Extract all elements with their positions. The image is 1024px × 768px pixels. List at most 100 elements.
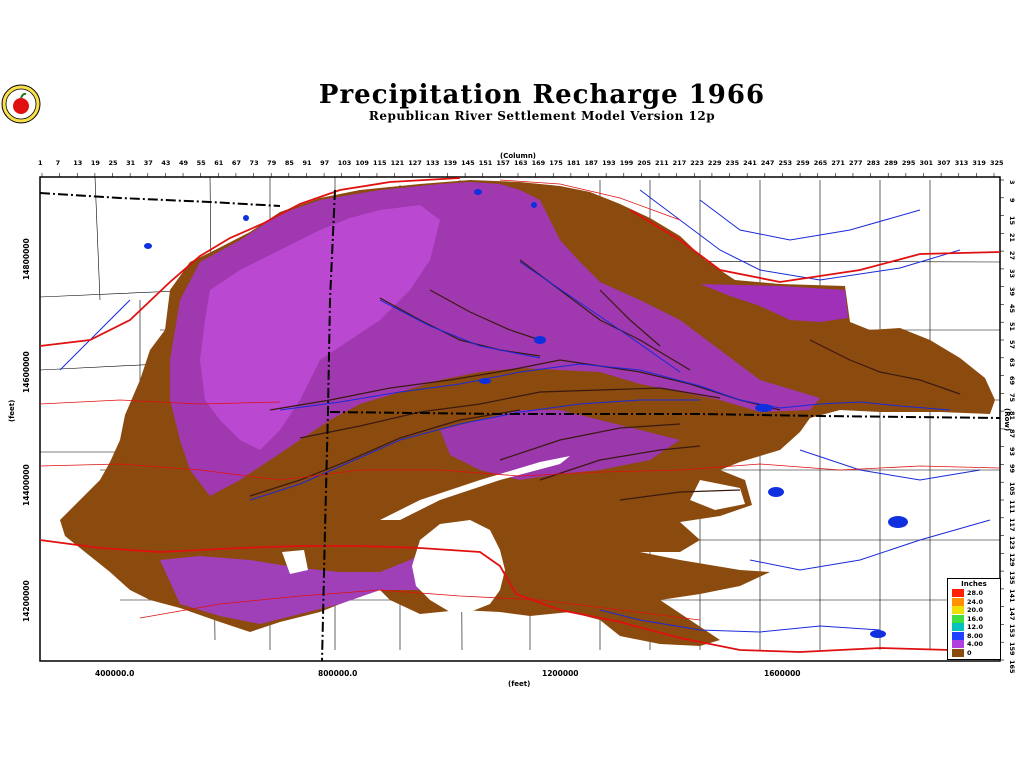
column-tick-205: 205	[637, 159, 651, 167]
legend-swatch	[952, 640, 964, 648]
column-axis-label: (Column)	[500, 152, 537, 160]
column-tick-133: 133	[425, 159, 440, 167]
column-tick-283: 283	[866, 159, 881, 167]
column-tick-55: 55	[196, 159, 206, 167]
legend-label: 28.0	[967, 589, 984, 597]
legend-swatch	[952, 614, 964, 623]
column-tick-121: 121	[390, 159, 405, 167]
hole-white-south	[412, 520, 505, 612]
column-tick-229: 229	[707, 159, 722, 167]
column-tick-43: 43	[161, 159, 171, 167]
column-tick-187: 187	[584, 159, 599, 167]
lakes	[144, 189, 908, 638]
recharge-purple-lower	[160, 548, 440, 624]
x-axis-label: (feet)	[508, 680, 531, 688]
column-tick-25: 25	[108, 159, 118, 167]
column-tick-7: 7	[55, 159, 61, 167]
column-tick-127: 127	[408, 159, 422, 167]
column-tick-31: 31	[126, 159, 136, 167]
column-tick-169: 169	[531, 159, 546, 167]
state-boundaries	[39, 189, 1001, 662]
map-subtitle: Republican River Settlement Model Versio…	[368, 109, 716, 123]
column-tick-79: 79	[267, 159, 277, 167]
column-tick-211: 211	[655, 159, 669, 167]
column-tick-115: 115	[372, 159, 387, 167]
rivers	[59, 189, 991, 633]
column-tick-13: 13	[73, 159, 83, 167]
color-legend: Inches 28.0 24.0 20.0 16.0 12.0 8.00 4.00 0	[947, 578, 1001, 660]
legend-entry: 4.00	[952, 640, 998, 648]
column-tick-73: 73	[249, 159, 259, 167]
legend-label: 0	[967, 648, 972, 657]
column-tick-91: 91	[302, 159, 312, 167]
column-tick-199: 199	[619, 159, 634, 167]
legend-swatch	[952, 589, 964, 597]
column-tick-301: 301	[919, 159, 934, 167]
legend-swatch	[952, 606, 964, 614]
legend-entry: 20.0	[952, 606, 998, 614]
column-tick-145: 145	[461, 159, 475, 167]
column-tick-277: 277	[848, 159, 863, 167]
column-tick-37: 37	[143, 159, 153, 167]
legend-entry: 8.00	[952, 631, 998, 640]
column-tick-157: 157	[496, 159, 510, 167]
x-tick-1600000: 1600000	[764, 669, 801, 678]
column-tick-217: 217	[672, 159, 687, 167]
legend-swatch	[952, 597, 964, 606]
column-tick-151: 151	[478, 159, 493, 167]
x-tick-400000: 400000.0	[95, 669, 135, 678]
legend-label: 8.00	[967, 631, 984, 640]
hole-white-small	[282, 550, 308, 574]
legend-label: 24.0	[967, 597, 984, 606]
legend-label: 16.0	[967, 614, 984, 623]
column-tick-139: 139	[443, 159, 458, 167]
legend-label: 12.0	[967, 623, 984, 631]
column-tick-313: 313	[954, 159, 969, 167]
column-tick-289: 289	[884, 159, 898, 167]
column-tick-181: 181	[566, 159, 581, 167]
column-tick-103: 103	[337, 159, 352, 167]
column-tick-97: 97	[320, 159, 330, 167]
column-tick-223: 223	[690, 159, 704, 167]
legend-swatch	[952, 631, 964, 640]
recharge-purple-east	[700, 284, 848, 322]
column-tick-271: 271	[831, 159, 845, 167]
column-tick-235: 235	[725, 159, 740, 167]
x-tick-800000: 800000.0	[318, 669, 358, 678]
column-tick-295: 295	[901, 159, 916, 167]
column-tick-325: 325	[990, 159, 1004, 167]
hole-white-strip	[380, 456, 570, 520]
legend-entry: 12.0	[952, 623, 998, 631]
column-tick-307: 307	[937, 159, 951, 167]
map-title: Precipitation Recharge 1966	[318, 80, 766, 110]
column-tick-253: 253	[778, 159, 793, 167]
column-tick-109: 109	[355, 159, 369, 167]
stream-cells	[249, 259, 961, 501]
legend-entry: 24.0	[952, 597, 998, 606]
column-tick-241: 241	[743, 159, 757, 167]
highways	[39, 177, 1001, 653]
column-tick-67: 67	[231, 159, 241, 167]
legend-swatch	[952, 648, 964, 657]
roads	[39, 179, 1001, 621]
column-tick-1: 1	[38, 159, 43, 167]
column-tick-265: 265	[813, 159, 828, 167]
column-tick-163: 163	[514, 159, 528, 167]
legend-title: Inches	[961, 580, 987, 588]
column-tick-19: 19	[90, 159, 100, 167]
apple-logo	[1, 84, 41, 124]
column-tick-319: 319	[972, 159, 986, 167]
column-tick-193: 193	[602, 159, 616, 167]
column-tick-61: 61	[214, 159, 224, 167]
column-tick-85: 85	[284, 159, 294, 167]
x-tick-1200000: 1200000	[542, 669, 579, 678]
legend-label: 20.0	[967, 606, 984, 614]
column-tick-247: 247	[760, 159, 775, 167]
column-tick-175: 175	[549, 159, 563, 167]
recharge-magenta-core	[200, 205, 440, 450]
legend-entry: 0	[952, 648, 998, 657]
legend-entry: 28.0	[952, 589, 998, 597]
hole-white-east	[690, 480, 745, 510]
column-tick-259: 259	[796, 159, 810, 167]
